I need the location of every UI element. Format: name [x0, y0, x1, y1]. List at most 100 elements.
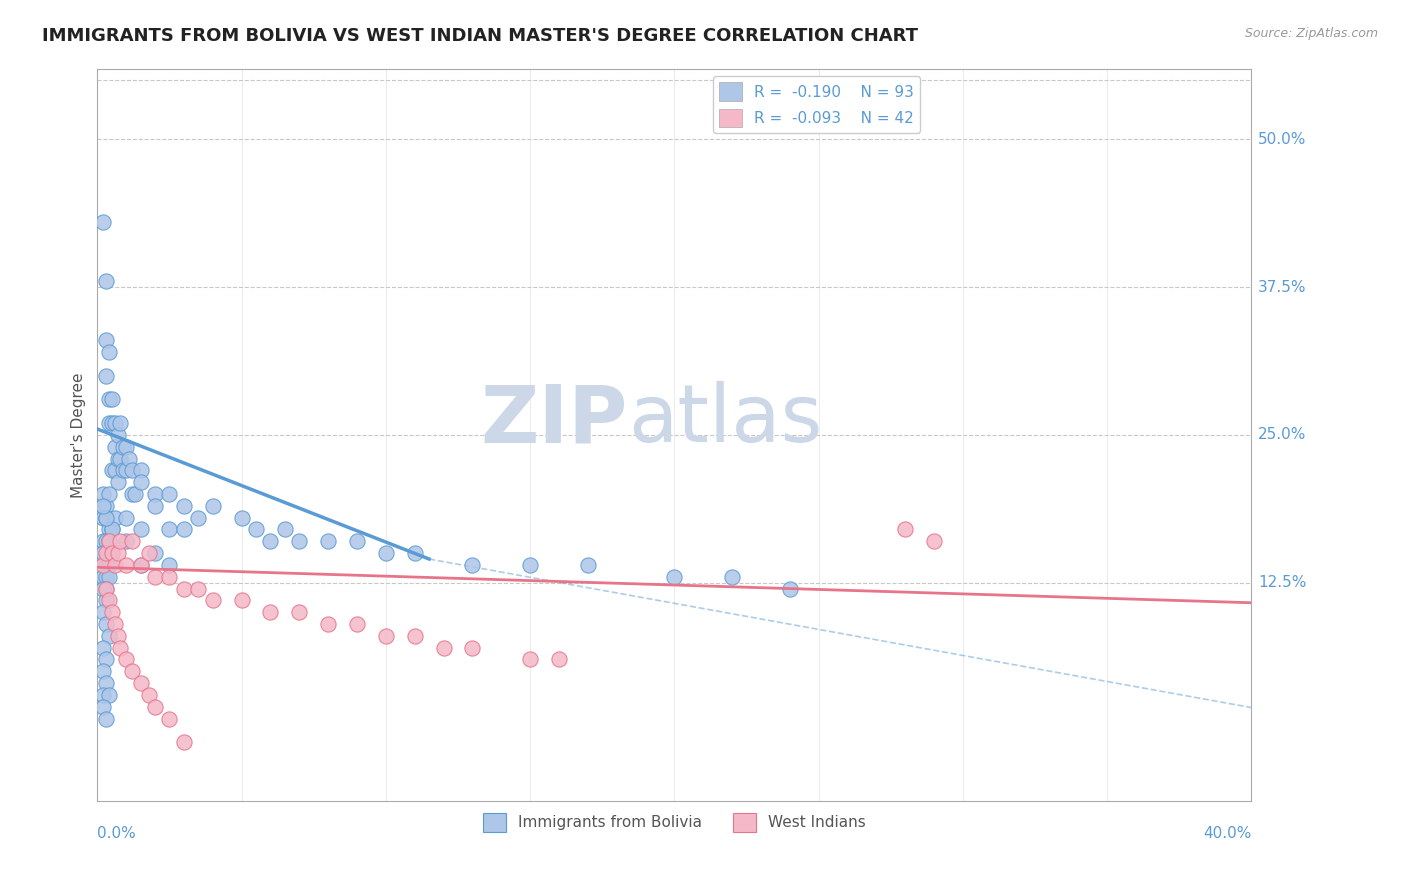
Point — [97, 558, 120, 572]
Point — [112, 463, 135, 477]
Point — [138, 546, 160, 560]
Point — [187, 510, 209, 524]
Point — [259, 605, 281, 619]
Text: ZIP: ZIP — [481, 381, 628, 459]
Point — [143, 499, 166, 513]
Point — [107, 629, 129, 643]
Point — [91, 215, 114, 229]
Text: atlas: atlas — [628, 381, 823, 459]
Point — [173, 735, 195, 749]
Point — [94, 510, 117, 524]
Point — [316, 617, 339, 632]
Point — [374, 629, 396, 643]
Point — [115, 652, 138, 666]
Point — [129, 558, 152, 572]
Point — [374, 546, 396, 560]
Point — [138, 688, 160, 702]
Point — [107, 451, 129, 466]
Point — [922, 534, 945, 549]
Point — [118, 451, 141, 466]
Point — [97, 416, 120, 430]
Point — [104, 440, 127, 454]
Point — [104, 617, 127, 632]
Point — [110, 640, 132, 655]
Point — [94, 546, 117, 560]
Point — [245, 523, 267, 537]
Point — [110, 534, 132, 549]
Point — [91, 499, 114, 513]
Point — [97, 688, 120, 702]
Point — [100, 416, 122, 430]
Point — [124, 487, 146, 501]
Point — [91, 510, 114, 524]
Point — [159, 487, 181, 501]
Point — [173, 499, 195, 513]
Point — [115, 510, 138, 524]
Point — [159, 523, 181, 537]
Text: 37.5%: 37.5% — [1258, 280, 1306, 294]
Point — [664, 570, 686, 584]
Point — [94, 499, 117, 513]
Text: 50.0%: 50.0% — [1258, 132, 1306, 147]
Point — [104, 510, 127, 524]
Point — [159, 558, 181, 572]
Point — [100, 546, 122, 560]
Point — [104, 463, 127, 477]
Point — [94, 593, 117, 607]
Point — [94, 558, 117, 572]
Point — [94, 676, 117, 690]
Point — [100, 392, 122, 407]
Y-axis label: Master's Degree: Master's Degree — [72, 372, 86, 498]
Point — [115, 463, 138, 477]
Text: IMMIGRANTS FROM BOLIVIA VS WEST INDIAN MASTER'S DEGREE CORRELATION CHART: IMMIGRANTS FROM BOLIVIA VS WEST INDIAN M… — [42, 27, 918, 45]
Point — [110, 451, 132, 466]
Point — [97, 534, 120, 549]
Point — [94, 712, 117, 726]
Point — [231, 510, 253, 524]
Point — [91, 605, 114, 619]
Point — [288, 534, 311, 549]
Point — [115, 440, 138, 454]
Point — [100, 463, 122, 477]
Point — [94, 368, 117, 383]
Text: 25.0%: 25.0% — [1258, 427, 1306, 442]
Point — [404, 546, 426, 560]
Point — [143, 546, 166, 560]
Point — [97, 392, 120, 407]
Point — [519, 558, 541, 572]
Point — [115, 558, 138, 572]
Point — [97, 570, 120, 584]
Text: 12.5%: 12.5% — [1258, 575, 1306, 591]
Point — [779, 582, 801, 596]
Point — [94, 510, 117, 524]
Point — [100, 523, 122, 537]
Point — [548, 652, 571, 666]
Point — [94, 652, 117, 666]
Point — [94, 534, 117, 549]
Point — [91, 570, 114, 584]
Point — [461, 558, 484, 572]
Point — [91, 487, 114, 501]
Point — [121, 665, 143, 679]
Point — [94, 546, 117, 560]
Point — [274, 523, 297, 537]
Point — [112, 440, 135, 454]
Point — [129, 523, 152, 537]
Point — [91, 699, 114, 714]
Point — [159, 570, 181, 584]
Point — [91, 582, 114, 596]
Point — [519, 652, 541, 666]
Point — [107, 428, 129, 442]
Point — [143, 487, 166, 501]
Point — [159, 712, 181, 726]
Point — [129, 558, 152, 572]
Point — [143, 570, 166, 584]
Point — [97, 487, 120, 501]
Point — [97, 534, 120, 549]
Point — [259, 534, 281, 549]
Point — [107, 546, 129, 560]
Point — [94, 570, 117, 584]
Text: 40.0%: 40.0% — [1202, 826, 1251, 841]
Point — [100, 605, 122, 619]
Point — [288, 605, 311, 619]
